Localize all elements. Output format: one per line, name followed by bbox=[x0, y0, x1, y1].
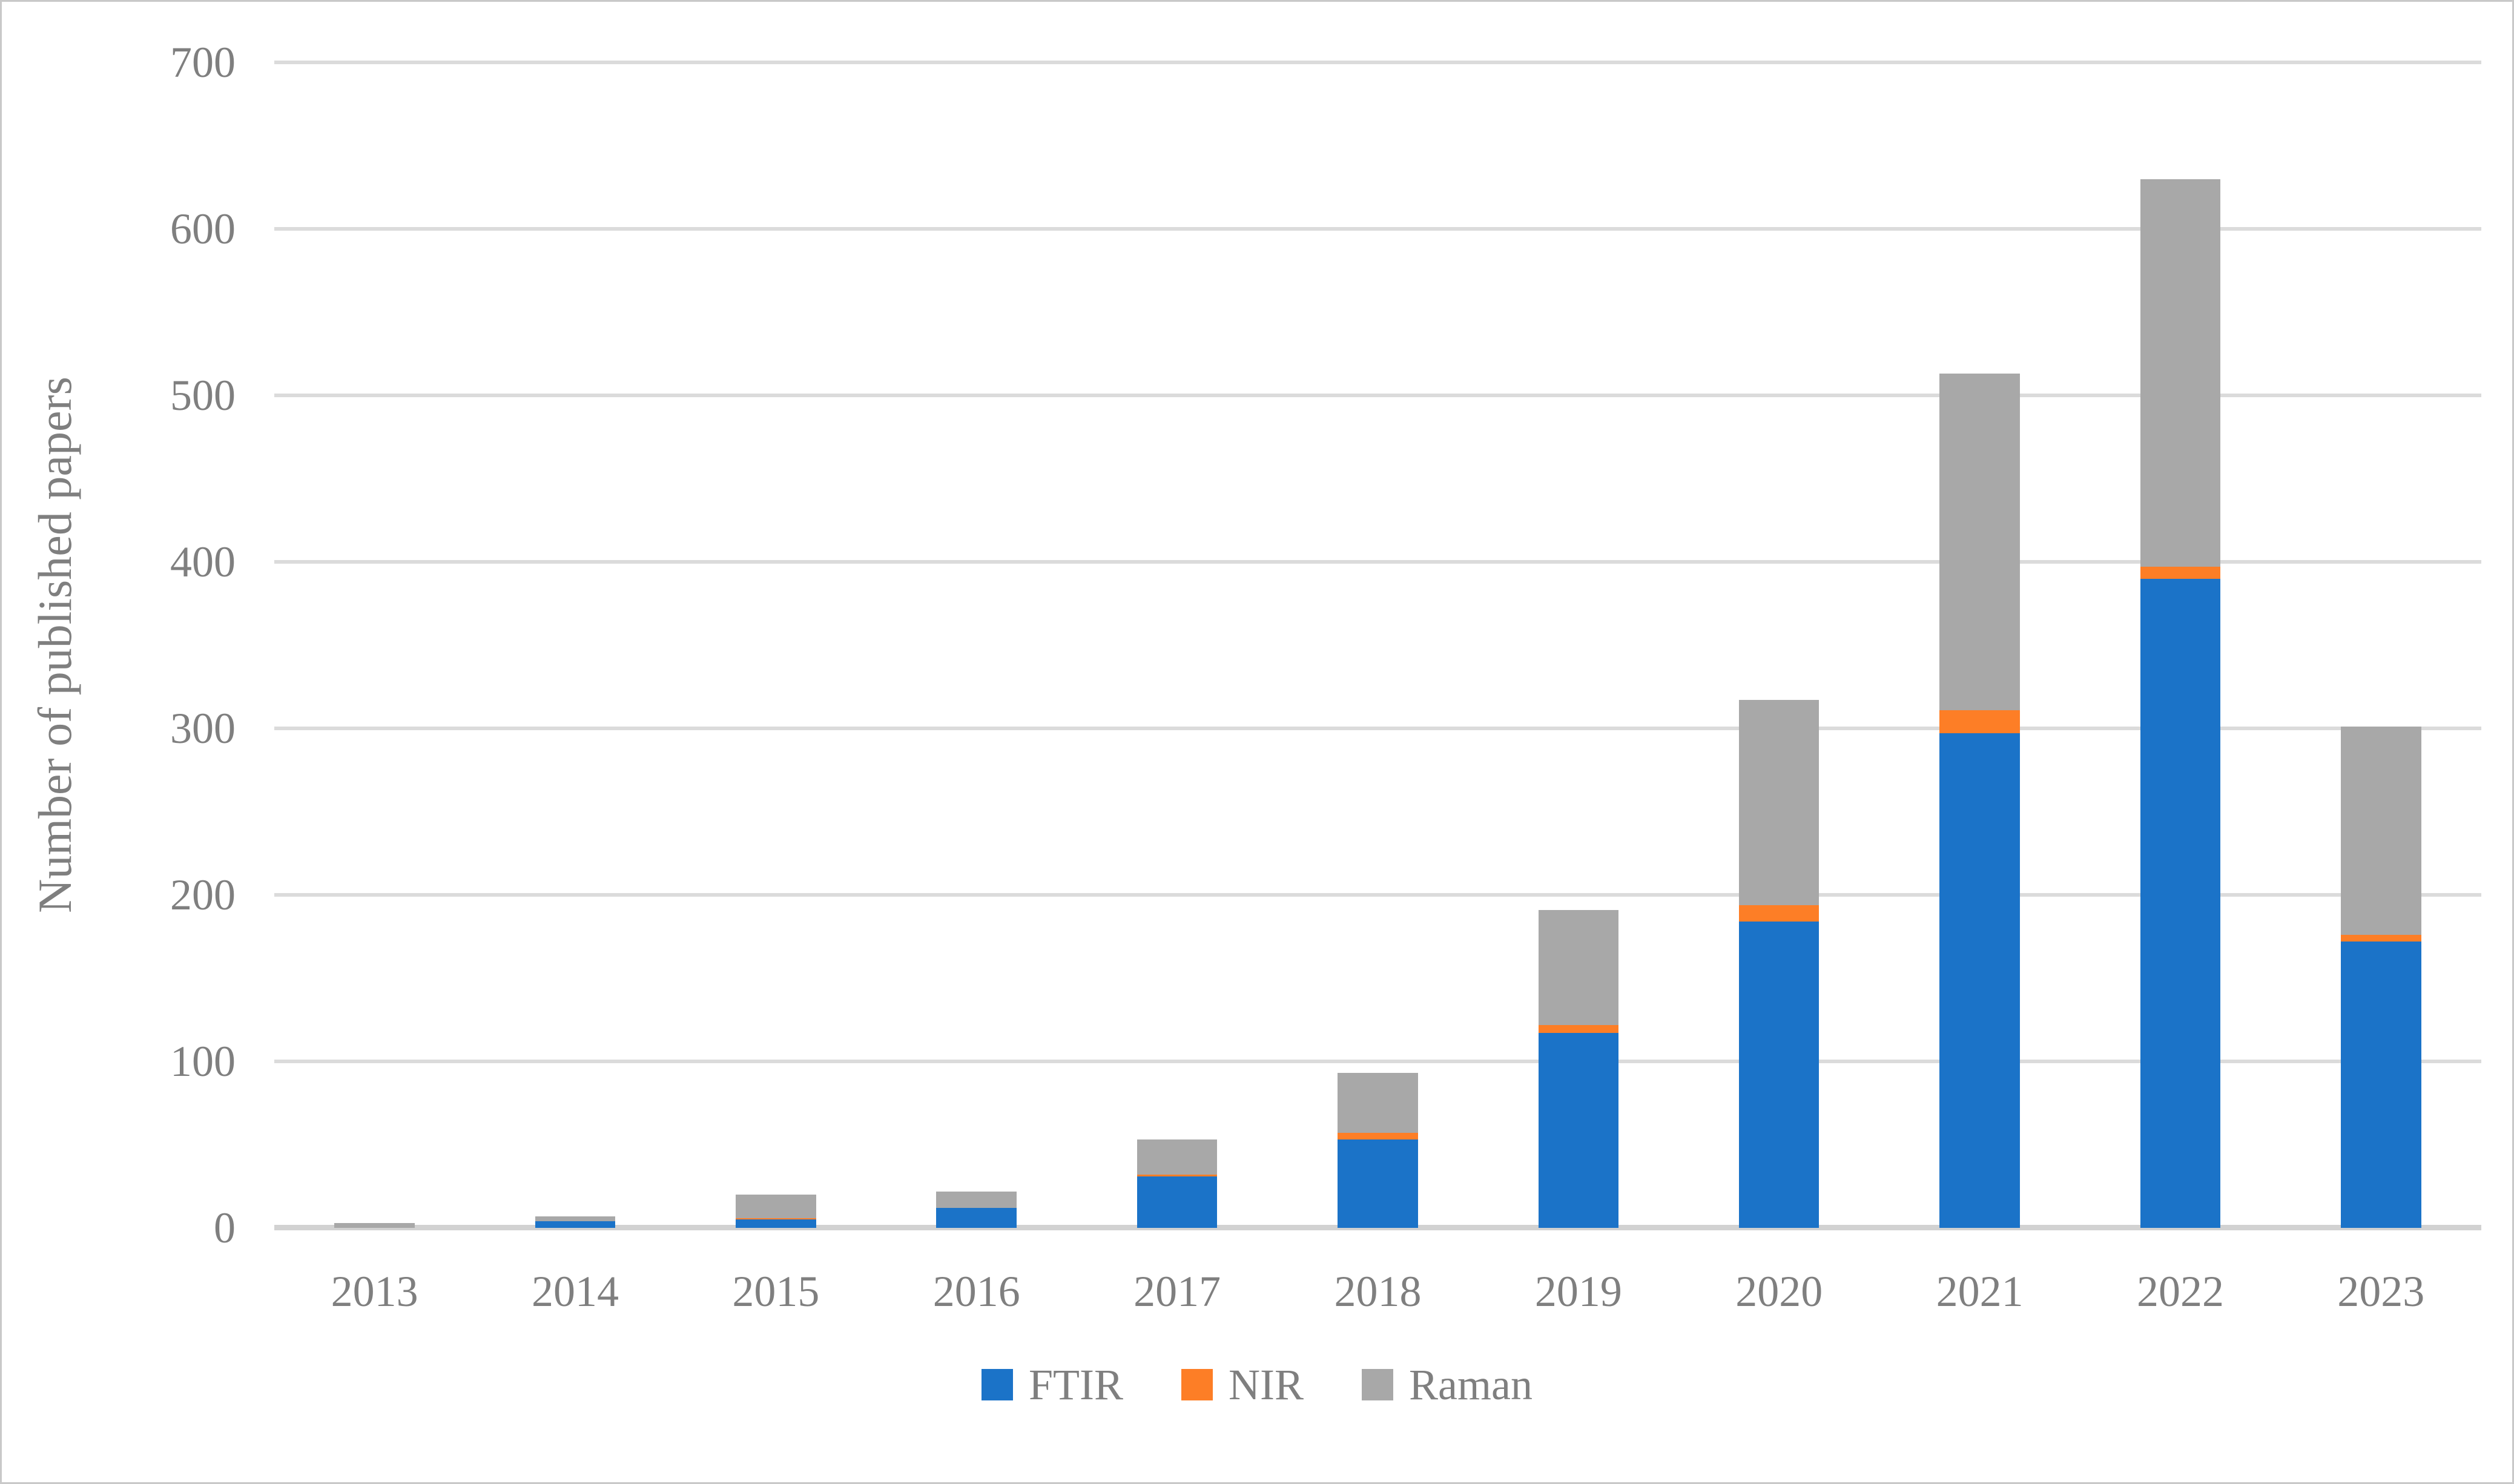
stacked-bar-2015 bbox=[736, 1195, 816, 1228]
bar-segment-nir-2017 bbox=[1137, 1175, 1218, 1176]
bar-segment-raman-2019 bbox=[1538, 909, 1619, 1025]
legend-item-nir: NIR bbox=[1181, 1363, 1304, 1407]
bar-segment-ftir-2023 bbox=[2341, 942, 2421, 1228]
legend-marker-nir bbox=[1181, 1369, 1213, 1400]
bar-segment-nir-2021 bbox=[1939, 710, 2020, 734]
bar-segment-ftir-2019 bbox=[1538, 1033, 1619, 1228]
y-axis-title: Number of published papers bbox=[28, 377, 81, 913]
bar-segment-raman-2018 bbox=[1338, 1073, 1418, 1133]
bar-segment-raman-2017 bbox=[1137, 1139, 1218, 1175]
stacked-bar-2020 bbox=[1738, 700, 1820, 1228]
x-tick-label-2014: 2014 bbox=[532, 1267, 619, 1316]
legend-item-ftir: FTIR bbox=[982, 1363, 1123, 1407]
legend-label-nir: NIR bbox=[1229, 1360, 1304, 1409]
bar-segment-nir-2023 bbox=[2341, 935, 2421, 942]
legend-marker-ftir bbox=[982, 1369, 1013, 1400]
y-tick-label-300: 300 bbox=[170, 704, 236, 753]
plot-area bbox=[274, 61, 2481, 1230]
y-tick-label-500: 500 bbox=[170, 371, 236, 420]
x-tick-label-2023: 2023 bbox=[2337, 1267, 2425, 1316]
bar-segment-ftir-2018 bbox=[1338, 1139, 1418, 1228]
legend-label-raman: Raman bbox=[1409, 1360, 1532, 1409]
gridline-200 bbox=[274, 893, 2481, 897]
bar-segment-raman-2022 bbox=[2140, 179, 2221, 567]
stacked-bar-2014 bbox=[535, 1216, 616, 1228]
chart-legend: FTIR NIR Raman bbox=[2, 1363, 2512, 1407]
gridline-700 bbox=[274, 61, 2481, 64]
stacked-bar-2019 bbox=[1538, 909, 1619, 1228]
bar-segment-nir-2020 bbox=[1738, 905, 1820, 922]
bar-slot-2019 bbox=[1478, 62, 1678, 1228]
gridline-100 bbox=[274, 1060, 2481, 1063]
gridline-600 bbox=[274, 227, 2481, 231]
bar-segment-ftir-2015 bbox=[736, 1219, 816, 1228]
gridline-300 bbox=[274, 727, 2481, 730]
x-tick-label-2018: 2018 bbox=[1334, 1267, 1422, 1316]
bar-slot-2013 bbox=[274, 62, 475, 1228]
bar-segment-nir-2015 bbox=[736, 1218, 816, 1220]
y-tick-label-600: 600 bbox=[170, 205, 236, 253]
x-tick-label-2022: 2022 bbox=[2136, 1267, 2224, 1316]
stacked-bar-2022 bbox=[2140, 179, 2221, 1228]
bar-slot-2014 bbox=[475, 62, 675, 1228]
bar-slot-2018 bbox=[1278, 62, 1478, 1228]
gridline-500 bbox=[274, 394, 2481, 397]
legend-marker-raman bbox=[1362, 1369, 1394, 1400]
bar-segment-ftir-2021 bbox=[1939, 733, 2020, 1228]
x-tick-label-2020: 2020 bbox=[1735, 1267, 1823, 1316]
x-tick-label-2019: 2019 bbox=[1534, 1267, 1622, 1316]
bar-slot-2015 bbox=[676, 62, 876, 1228]
bar-segment-ftir-2022 bbox=[2140, 578, 2221, 1228]
bar-segment-raman-2014 bbox=[535, 1216, 616, 1221]
bar-slot-2016 bbox=[876, 62, 1077, 1228]
y-tick-label-700: 700 bbox=[170, 38, 236, 87]
bar-segment-raman-2021 bbox=[1939, 374, 2020, 710]
bar-segment-nir-2019 bbox=[1538, 1024, 1619, 1034]
bar-segment-ftir-2020 bbox=[1738, 922, 1820, 1228]
bar-segment-ftir-2014 bbox=[535, 1221, 616, 1228]
x-tick-label-2015: 2015 bbox=[732, 1267, 820, 1316]
stacked-bar-2023 bbox=[2341, 727, 2421, 1228]
bar-segment-raman-2016 bbox=[936, 1191, 1017, 1208]
bar-segment-raman-2015 bbox=[736, 1195, 816, 1218]
bar-slot-2017 bbox=[1077, 62, 1277, 1228]
bar-slot-2022 bbox=[2080, 62, 2280, 1228]
y-tick-label-0: 0 bbox=[214, 1204, 236, 1252]
bar-segment-raman-2013 bbox=[334, 1222, 415, 1228]
y-tick-label-200: 200 bbox=[170, 871, 236, 919]
bar-segment-nir-2018 bbox=[1338, 1133, 1418, 1140]
stacked-bar-2016 bbox=[936, 1191, 1017, 1228]
x-tick-label-2016: 2016 bbox=[932, 1267, 1020, 1316]
stacked-bar-2021 bbox=[1939, 374, 2020, 1228]
stacked-bar-2018 bbox=[1338, 1073, 1418, 1228]
x-tick-label-2013: 2013 bbox=[331, 1267, 418, 1316]
stacked-bar-2013 bbox=[334, 1222, 415, 1228]
bar-segment-raman-2023 bbox=[2341, 727, 2421, 935]
legend-item-raman: Raman bbox=[1362, 1363, 1532, 1407]
x-tick-label-2021: 2021 bbox=[1936, 1267, 2024, 1316]
y-tick-label-400: 400 bbox=[170, 538, 236, 586]
bar-segment-ftir-2017 bbox=[1137, 1176, 1218, 1228]
bar-slot-2021 bbox=[1879, 62, 2080, 1228]
gridline-400 bbox=[274, 560, 2481, 564]
stacked-bar-2017 bbox=[1137, 1139, 1218, 1228]
x-tick-label-2017: 2017 bbox=[1133, 1267, 1221, 1316]
bar-segment-ftir-2016 bbox=[936, 1208, 1017, 1228]
y-tick-label-100: 100 bbox=[170, 1037, 236, 1086]
bar-segment-nir-2022 bbox=[2140, 567, 2221, 579]
legend-label-ftir: FTIR bbox=[1029, 1360, 1124, 1409]
bar-slot-2023 bbox=[2281, 62, 2481, 1228]
bar-segment-raman-2020 bbox=[1738, 700, 1820, 905]
bar-slot-2020 bbox=[1679, 62, 1879, 1228]
